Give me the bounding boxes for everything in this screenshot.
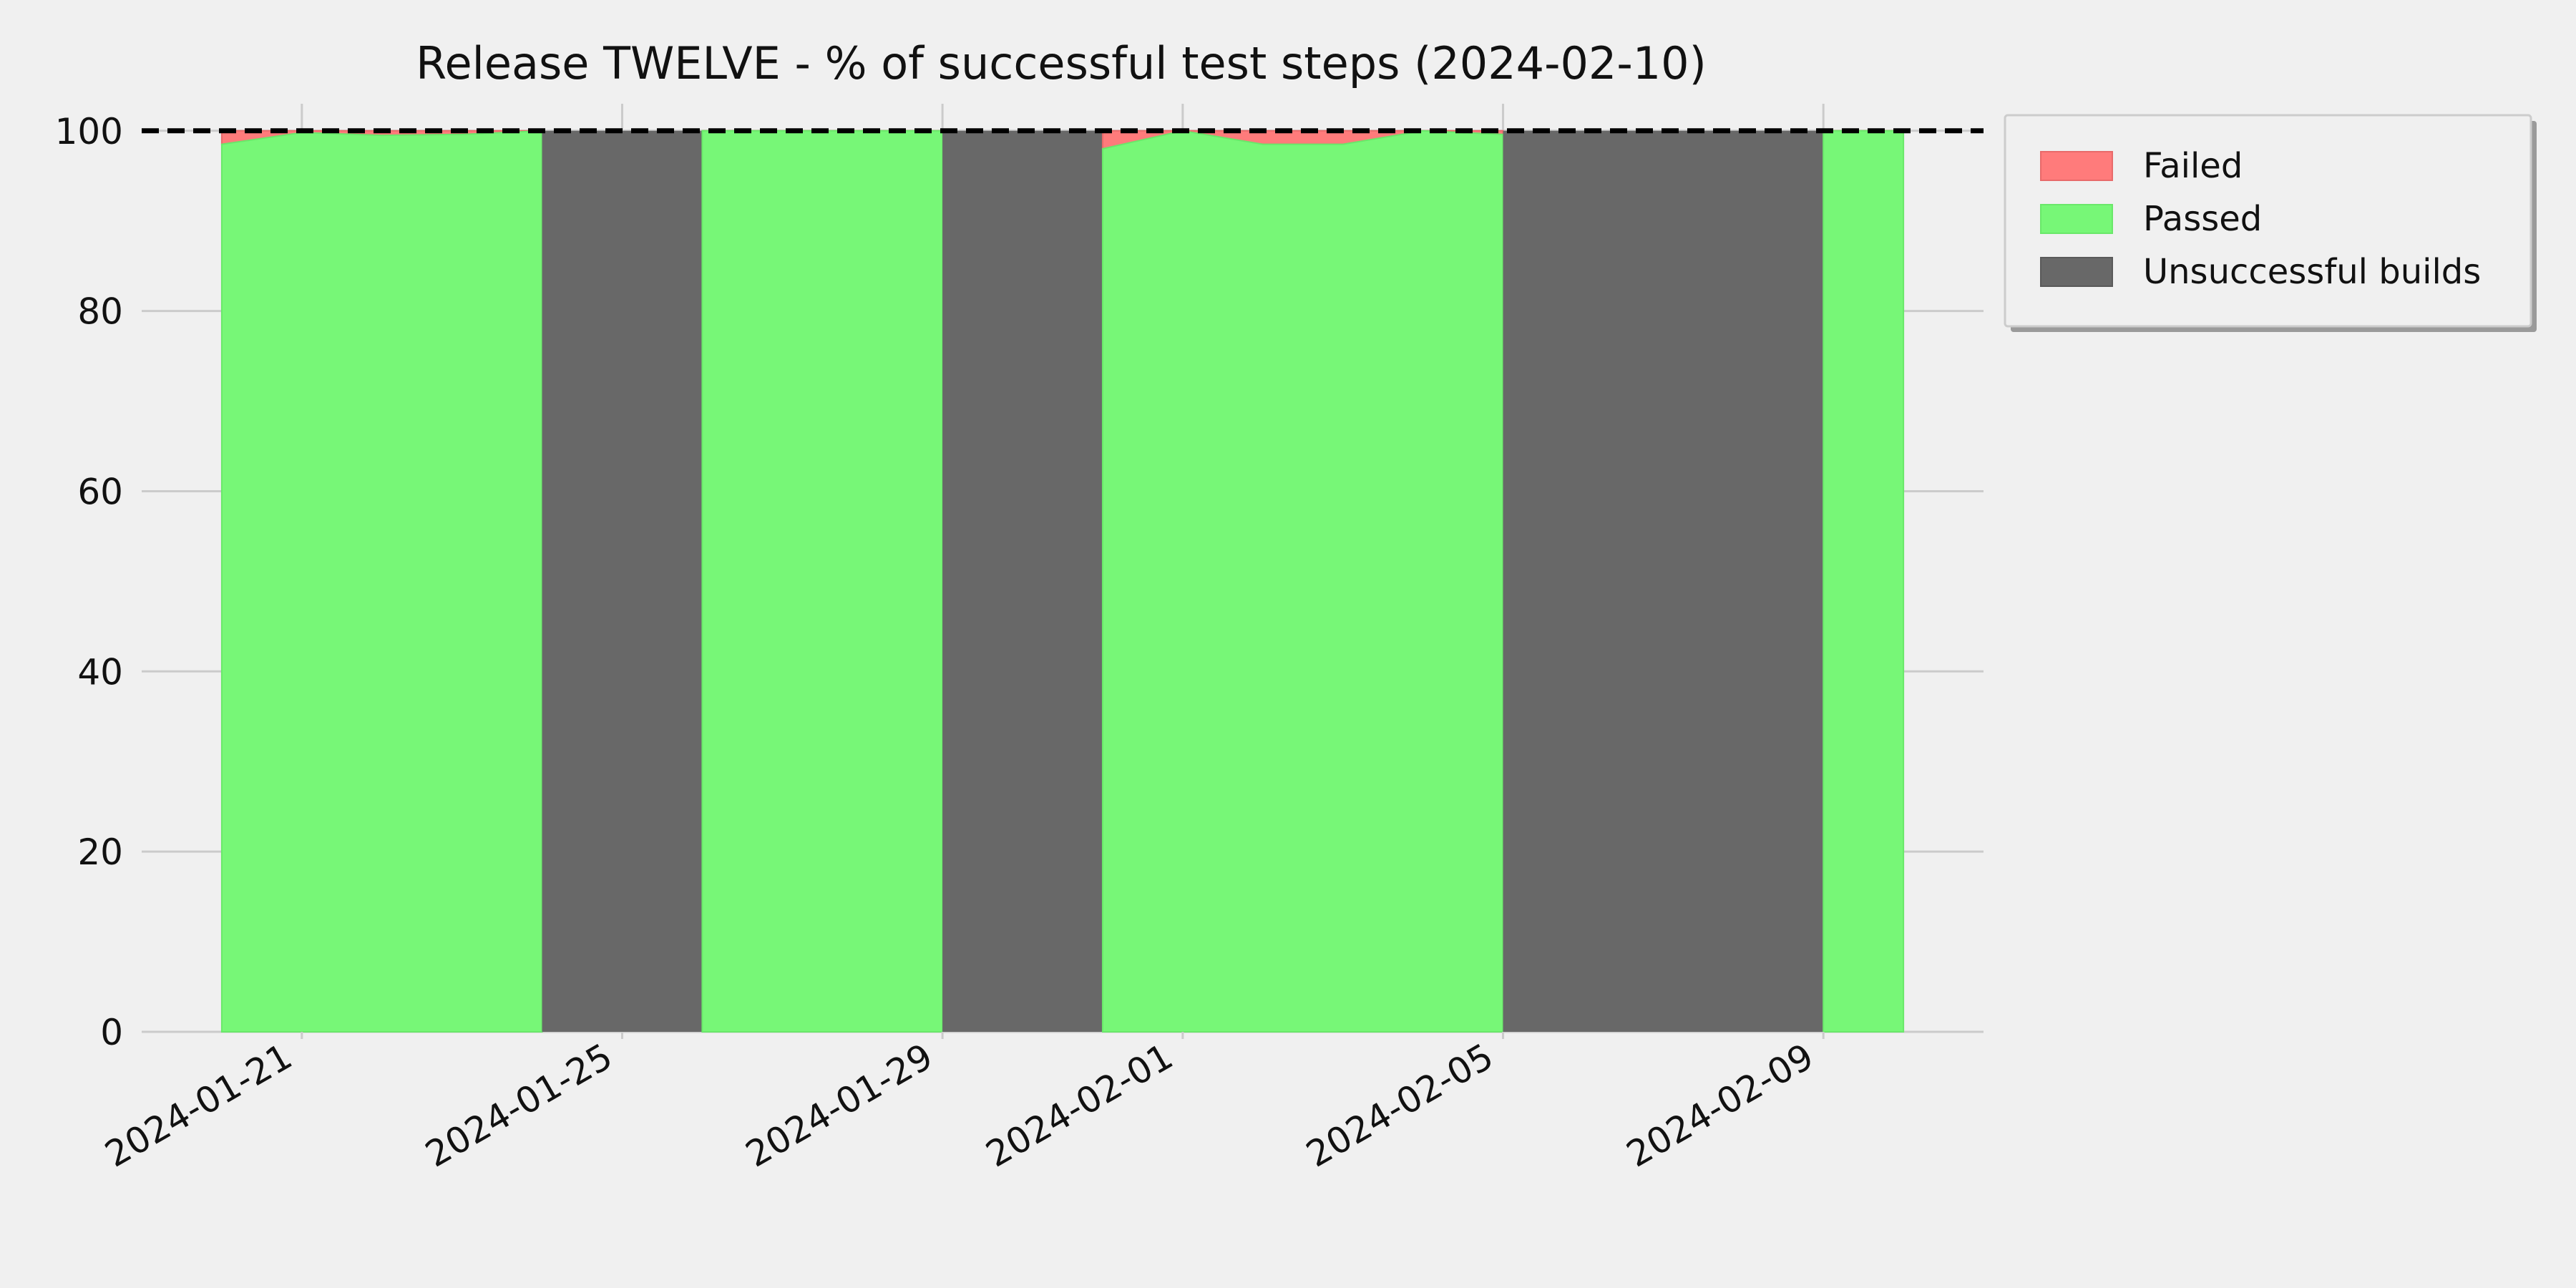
unsuccessful-builds-area [942, 130, 1103, 1032]
plot-area [220, 130, 1905, 1033]
x-tick-label: 2024-01-21 [98, 1035, 299, 1176]
passed-area [220, 130, 543, 1033]
legend-swatch-passed [2040, 204, 2113, 234]
unsuccessful-builds-area [1503, 130, 1824, 1032]
legend-label-unsuccessful: Unsuccessful builds [2143, 252, 2481, 292]
x-tick-label: 2024-02-05 [1299, 1035, 1501, 1176]
passed-area [1823, 130, 1905, 1033]
legend-swatch-unsuccessful [2040, 257, 2113, 287]
y-tick-label: 100 [55, 111, 123, 152]
x-tick-label: 2024-01-29 [738, 1035, 940, 1176]
legend-label-passed: Passed [2143, 199, 2262, 239]
passed-area [701, 130, 944, 1033]
y-tick-label: 0 [100, 1012, 123, 1053]
legend-swatch-failed [2040, 151, 2113, 181]
x-tick-label: 2024-02-01 [979, 1035, 1180, 1176]
x-tick-label: 2024-02-09 [1620, 1035, 1821, 1176]
chart-title: Release TWELVE - % of successful test st… [416, 37, 1707, 89]
legend-box [2004, 114, 2532, 328]
y-tick-label: 40 [77, 651, 123, 693]
y-tick-label: 60 [77, 471, 123, 512]
y-tick-label: 20 [77, 831, 123, 873]
legend-label-failed: Failed [2143, 146, 2243, 186]
x-tick-label: 2024-01-25 [419, 1035, 620, 1176]
legend: Failed Passed Unsuccessful builds [2004, 114, 2537, 332]
passed-area [1101, 130, 1504, 1033]
unsuccessful-builds-area [542, 130, 703, 1032]
y-tick-label: 80 [77, 291, 123, 333]
